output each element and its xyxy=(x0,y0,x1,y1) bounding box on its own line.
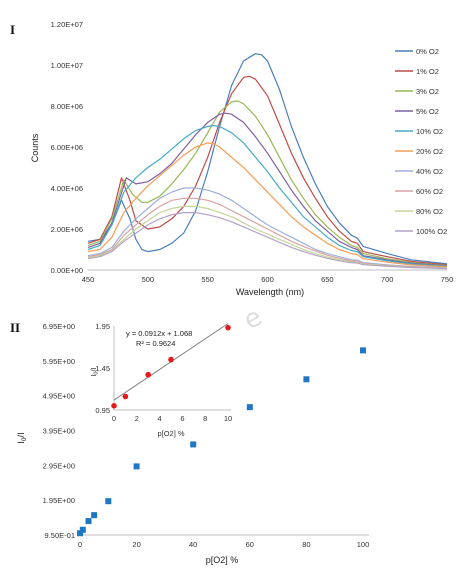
spectra-series-line xyxy=(87,100,448,267)
spectra-legend: 0% O2 1% O2 3% O2 5% O2 10% O2 20% O2 40% O2 60… xyxy=(395,47,447,236)
inset-x-tick-label: 10 xyxy=(224,414,232,423)
legend-label: 20% O2 xyxy=(416,147,443,156)
sv-y-tick-label: 4.95E+00 xyxy=(43,392,75,401)
spectra-x-tick-label: 650 xyxy=(321,275,334,284)
inset-r-squared: R² = 0.9624 xyxy=(136,339,175,348)
sv-x-tick-label: 0 xyxy=(78,540,82,549)
inset-series xyxy=(111,324,231,409)
spectra-y-axis-label: Counts xyxy=(30,133,40,162)
spectra-y-tick-label: 2.00E+06 xyxy=(51,225,83,234)
sv-x-tick-label: 20 xyxy=(132,540,140,549)
spectra-x-tick-label: 750 xyxy=(441,275,454,284)
sv-x-tick-label: 40 xyxy=(189,540,197,549)
spectra-x-tick-label: 450 xyxy=(82,275,95,284)
inset-data-point xyxy=(168,356,174,363)
inset-x-tick-label: 0 xyxy=(112,414,116,423)
watermark: e xyxy=(239,302,268,336)
sv-tick-labels: 0 20 40 60 80 1009.50E-011.95E+002.95E+003.95… xyxy=(43,322,370,549)
spectra-series-line xyxy=(87,124,448,267)
inset-x-tick-label: 2 xyxy=(135,414,139,423)
spectra-series-line xyxy=(87,142,448,268)
sv-data-point xyxy=(133,463,140,470)
inset-data-point xyxy=(225,324,231,331)
legend-label: 60% O2 xyxy=(416,187,443,196)
legend-label: 40% O2 xyxy=(416,167,443,176)
inset-x-tick-label: 4 xyxy=(158,414,162,423)
spectra-y-tick-label: 1.20E+07 xyxy=(51,20,83,29)
spectra-chart: I Counts Wavelength (nm) 450 500 550 600 650… xyxy=(10,20,453,297)
inset-axes xyxy=(113,326,231,411)
sv-y-tick-label: 1.95E+00 xyxy=(43,496,75,505)
spectra-series-line xyxy=(87,53,448,265)
sv-y-tick-label: 2.95E+00 xyxy=(43,461,75,470)
sv-data-point xyxy=(77,530,83,537)
spectra-y-tick-label: 6.00E+06 xyxy=(51,143,83,152)
inset-y-tick-label: 1.45 xyxy=(95,364,110,373)
inset-y-axis-label: I0/I xyxy=(89,367,100,376)
sv-y-tick-label: 3.95E+00 xyxy=(43,427,75,436)
inset-x-tick-label: 8 xyxy=(203,414,207,423)
spectra-series-line xyxy=(87,197,448,269)
inset-y-tick-label: 0.95 xyxy=(95,406,110,415)
sv-x-axis-label: p[O2] % xyxy=(206,555,239,565)
sv-data-point xyxy=(105,498,112,505)
spectra-series-line xyxy=(87,187,448,269)
spectra-y-tick-label: 0.00E+00 xyxy=(51,266,83,275)
inset-background xyxy=(112,320,238,412)
sv-x-tick-label: 60 xyxy=(246,540,254,549)
sv-y-tick-label: 6.95E+00 xyxy=(43,322,75,331)
legend-label: 100% O2 xyxy=(416,227,447,236)
legend-label: 0% O2 xyxy=(416,47,439,56)
spectra-x-axis-label: Wavelength (nm) xyxy=(236,287,304,297)
sv-y-tick-label: 9.50E-01 xyxy=(45,531,75,540)
sv-data-point xyxy=(79,526,86,533)
spectra-x-tick-label: 600 xyxy=(261,275,274,284)
spectra-y-tick-label: 4.00E+06 xyxy=(51,184,83,193)
panel-label-ii: II xyxy=(10,320,20,335)
spectra-y-tick-label: 8.00E+06 xyxy=(51,102,83,111)
spectra-series-line xyxy=(87,75,448,266)
spectra-series-line xyxy=(87,112,448,267)
spectra-tick-labels: 450 500 550 600 650 700 750 0.00E+00 2.00E+06 4.0… xyxy=(51,20,454,284)
spectra-series-line xyxy=(87,212,448,270)
spectra-series-line xyxy=(87,205,448,269)
sv-x-tick-label: 100 xyxy=(357,540,370,549)
sv-y-axis-label: I0/I xyxy=(16,432,28,443)
legend-label: 1% O2 xyxy=(416,67,439,76)
stern-volmer-chart: II I0/I p[O2] % 0 20 40 60 80 1009.50E-011.95… xyxy=(10,320,369,565)
sv-data-point xyxy=(190,441,197,448)
inset-trend-equation: y = 0.0912x + 1.068 xyxy=(126,329,192,338)
inset-data-point xyxy=(111,403,117,409)
spectra-x-tick-label: 500 xyxy=(142,275,155,284)
sv-series xyxy=(77,347,366,537)
spectra-y-tick-label: 1.00E+07 xyxy=(51,61,83,70)
sv-data-point xyxy=(91,512,98,519)
sv-data-point xyxy=(246,404,253,411)
legend-label: 5% O2 xyxy=(416,107,439,116)
inset-chart: I0/I p[O2] % y = 0.0912x + 1.068 R² = 0.… xyxy=(89,320,238,438)
inset-data-point xyxy=(122,393,129,400)
spectra-x-tick-label: 550 xyxy=(201,275,214,284)
legend-label: 80% O2 xyxy=(416,207,443,216)
panel-label-i: I xyxy=(10,22,15,37)
legend-label: 10% O2 xyxy=(416,127,443,136)
inset-tick-labels: 0 2 4 6 8 10 0.95 1.45 1.95 xyxy=(95,322,232,423)
inset-x-axis-label: p[O2] % xyxy=(157,429,184,438)
sv-data-point xyxy=(360,347,366,354)
spectra-x-tick-label: 700 xyxy=(381,275,394,284)
sv-data-point xyxy=(303,376,310,383)
spectra-series xyxy=(87,53,448,270)
inset-y-tick-label: 1.95 xyxy=(95,322,110,331)
sv-x-tick-label: 80 xyxy=(302,540,310,549)
sv-y-tick-label: 5.95E+00 xyxy=(43,357,75,366)
legend-label: 3% O2 xyxy=(416,87,439,96)
sv-data-point xyxy=(85,518,92,525)
inset-x-tick-label: 6 xyxy=(180,414,184,423)
inset-data-point xyxy=(145,371,151,378)
